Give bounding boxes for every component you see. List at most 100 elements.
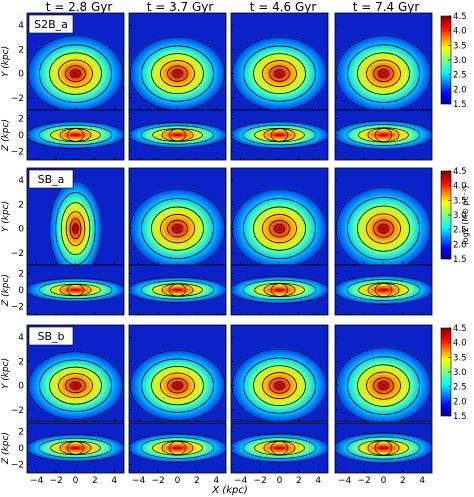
density-contour bbox=[49, 180, 102, 265]
density-contour bbox=[160, 372, 195, 399]
z-tick-label: 0 bbox=[18, 286, 24, 296]
edge-contour bbox=[335, 275, 432, 305]
edge-contour bbox=[358, 440, 409, 456]
colorbar-tick-label: 4.0 bbox=[453, 27, 467, 37]
edge-contour bbox=[374, 127, 393, 143]
y-tick-label: 4 bbox=[18, 333, 24, 343]
y-tick-label: 0 bbox=[18, 382, 24, 392]
edge-contour bbox=[50, 440, 101, 456]
edge-contour bbox=[254, 440, 305, 456]
z-tick-label: 2 bbox=[18, 114, 24, 124]
density-contour bbox=[58, 59, 93, 88]
edge-contour bbox=[270, 283, 289, 297]
x-tick-label: 2 bbox=[92, 476, 98, 486]
colorbar-tick-label: 3.0 bbox=[453, 211, 467, 221]
density-contour bbox=[72, 223, 79, 235]
edge-on-panel bbox=[231, 423, 328, 473]
colorbar-tick-label: 3.5 bbox=[453, 353, 467, 363]
density-contour bbox=[366, 59, 401, 88]
edge-contour bbox=[335, 432, 432, 464]
density-contour bbox=[357, 205, 410, 252]
density-contour bbox=[65, 65, 86, 83]
x-tick-label: 2 bbox=[296, 476, 302, 486]
colorbar-tick-label: 2.5 bbox=[453, 226, 467, 236]
colorbar-tick-label: 3.5 bbox=[453, 196, 467, 206]
z-axis-label: Z (kpc) bbox=[1, 432, 11, 465]
density-map bbox=[27, 33, 124, 110]
edge-on-panel bbox=[129, 423, 226, 473]
y-axis-label: Y (kpc) bbox=[1, 358, 11, 389]
edge-contour bbox=[140, 280, 215, 300]
density-contour bbox=[243, 198, 316, 260]
colorbar-tick-label: 2.0 bbox=[453, 85, 467, 95]
colorbar-tick-label: 3.0 bbox=[453, 368, 467, 378]
face-on-panel bbox=[27, 13, 124, 110]
density-contour bbox=[378, 381, 389, 391]
edge-contour bbox=[129, 433, 226, 463]
edge-contour bbox=[231, 433, 328, 463]
edge-contour bbox=[38, 437, 113, 459]
density-map bbox=[335, 185, 432, 265]
density-contour bbox=[274, 69, 285, 78]
density-map bbox=[335, 345, 432, 422]
colorbar-tick-label: 1.5 bbox=[453, 100, 467, 110]
density-contour bbox=[70, 381, 81, 390]
column-title-3: t = 4.6 Gyr bbox=[250, 0, 317, 14]
edge-contour bbox=[270, 440, 289, 456]
face-on-panel bbox=[231, 13, 328, 110]
edge-contour bbox=[168, 128, 187, 142]
edge-on-panel bbox=[231, 265, 328, 315]
density-contour bbox=[39, 44, 112, 103]
colorbar: 4.5 4.0 3.5 3.0 2.5 2.0 1.5 bbox=[440, 12, 467, 110]
z-axis-label: Z (kpc) bbox=[1, 119, 11, 152]
y-tick-label: 2 bbox=[18, 200, 24, 210]
z-tick-label: −2 bbox=[11, 461, 24, 471]
density-contour bbox=[269, 377, 290, 394]
density-contour bbox=[366, 213, 401, 244]
edge-contour bbox=[140, 437, 215, 459]
edge-contour bbox=[374, 282, 393, 298]
edge-contour bbox=[346, 124, 421, 146]
x-tick-label: 0 bbox=[73, 476, 79, 486]
density-contour bbox=[378, 223, 389, 234]
model-label-text: SB_a bbox=[38, 173, 65, 186]
edge-contour bbox=[358, 127, 409, 143]
density-map bbox=[231, 186, 328, 265]
x-tick-label: −2 bbox=[357, 476, 370, 486]
y-tick-label: −2 bbox=[11, 406, 24, 416]
x-tick-label: −2 bbox=[151, 476, 164, 486]
model-label: S2B_a bbox=[28, 14, 74, 34]
density-contour bbox=[253, 206, 306, 251]
edge-on-panel bbox=[27, 265, 124, 315]
edge-contour bbox=[168, 440, 187, 456]
y-axis-label: Y (kpc) bbox=[1, 46, 11, 77]
density-contour bbox=[243, 45, 316, 102]
face-on-panel bbox=[335, 13, 432, 110]
density-map bbox=[129, 35, 226, 110]
colorbar: 4.5 4.0 3.5 3.0 2.5 2.0 1.5 bbox=[440, 324, 467, 422]
edge-contour bbox=[50, 127, 101, 143]
density-contour bbox=[347, 44, 420, 103]
z-tick-label: −2 bbox=[11, 148, 24, 158]
density-contour bbox=[167, 219, 188, 238]
density-contour bbox=[357, 364, 410, 407]
x-tick-label: 4 bbox=[111, 476, 117, 486]
x-tick-label: 4 bbox=[419, 476, 425, 486]
edge-on-panel bbox=[129, 110, 226, 160]
x-tick-label: 2 bbox=[400, 476, 406, 486]
edge-on-panel bbox=[27, 423, 124, 473]
edge-contour bbox=[358, 282, 409, 298]
x-tick-label: 2 bbox=[194, 476, 200, 486]
density-contour bbox=[269, 65, 290, 82]
density-contour bbox=[172, 224, 183, 234]
density-contour bbox=[141, 45, 214, 102]
edge-on-panel bbox=[27, 110, 124, 160]
colorbar-tick-label: 2.5 bbox=[453, 71, 467, 81]
edge-contour bbox=[66, 128, 85, 142]
x-tick-label: 4 bbox=[213, 476, 219, 486]
y-tick-label: 2 bbox=[18, 357, 24, 367]
face-on-panel bbox=[231, 168, 328, 265]
edge-contour bbox=[231, 121, 328, 149]
model-label: SB_a bbox=[28, 169, 74, 189]
y-tick-label: 4 bbox=[18, 21, 24, 31]
